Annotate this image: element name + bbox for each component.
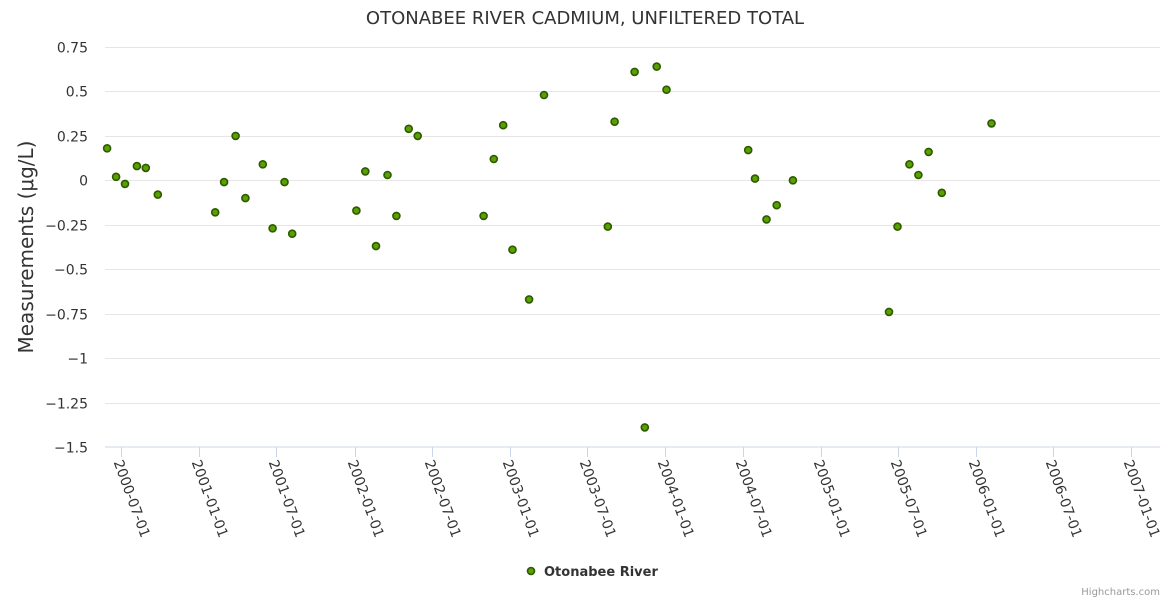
y-tick-label: 0.25: [57, 130, 88, 146]
x-tick-label: 2004-07-01: [732, 458, 775, 540]
data-point[interactable]: [219, 177, 229, 187]
x-tick-label: 2004-01-01: [654, 458, 697, 540]
data-point[interactable]: [392, 211, 401, 221]
x-tick-label: 2000-07-01: [110, 458, 153, 540]
data-point[interactable]: [132, 161, 142, 171]
y-tick-label: −1.25: [45, 397, 88, 413]
data-point[interactable]: [153, 190, 163, 199]
data-point[interactable]: [905, 160, 914, 169]
data-point[interactable]: [498, 120, 508, 130]
y-tick-label: −1: [67, 352, 88, 368]
data-point[interactable]: [102, 144, 112, 153]
data-point[interactable]: [111, 172, 121, 182]
grid-lines: [105, 47, 1160, 404]
data-point[interactable]: [508, 245, 517, 254]
data-point[interactable]: [788, 176, 798, 185]
data-point[interactable]: [360, 167, 370, 176]
y-tick-label: −0.75: [45, 308, 88, 324]
y-axis-ticks: 0.75 0.5 0.25 0 −0.25 −0.5 −0.75 −1 −1.25 −1.5: [45, 41, 88, 457]
data-point[interactable]: [489, 154, 499, 164]
data-point[interactable]: [603, 222, 613, 231]
series-otonabee-river[interactable]: [102, 62, 996, 432]
x-tick-label: 2001-07-01: [265, 458, 308, 540]
data-point[interactable]: [762, 215, 771, 224]
legend-marker: [526, 566, 536, 576]
y-tick-label: 0.5: [66, 85, 88, 101]
data-point[interactable]: [630, 67, 639, 77]
data-point[interactable]: [893, 222, 902, 231]
y-tick-label: −1.5: [54, 441, 88, 457]
data-point[interactable]: [404, 124, 414, 134]
data-point[interactable]: [280, 177, 289, 187]
data-point[interactable]: [662, 85, 671, 94]
data-point[interactable]: [241, 193, 250, 203]
data-point[interactable]: [914, 170, 923, 180]
x-tick-label: 2007-01-01: [1120, 458, 1163, 540]
data-point[interactable]: [141, 163, 151, 173]
data-point[interactable]: [640, 423, 650, 432]
data-point[interactable]: [120, 179, 130, 189]
data-point[interactable]: [884, 307, 894, 317]
y-tick-label: −0.5: [54, 263, 88, 279]
y-tick-label: −0.25: [45, 219, 88, 235]
data-point[interactable]: [231, 131, 240, 141]
x-tick-label: 2003-07-01: [576, 458, 619, 540]
data-point[interactable]: [352, 206, 361, 215]
x-axis-ticks: 2000-07-01 2001-01-01 2001-07-01 2002-01-01…: [110, 447, 1163, 540]
data-point[interactable]: [539, 90, 549, 100]
x-tick-label: 2002-01-01: [344, 458, 387, 540]
data-point[interactable]: [210, 208, 220, 217]
x-tick-label: 2006-07-01: [1042, 458, 1085, 540]
x-tick-label: 2002-07-01: [421, 458, 464, 540]
data-point[interactable]: [413, 131, 423, 141]
chart-title: OTONABEE RIVER CADMIUM, UNFILTERED TOTAL: [366, 8, 804, 29]
data-point[interactable]: [652, 62, 662, 71]
data-point[interactable]: [750, 174, 760, 183]
data-point[interactable]: [371, 241, 381, 251]
data-point[interactable]: [383, 170, 392, 180]
x-tick-label: 2003-01-01: [499, 458, 542, 540]
data-point[interactable]: [924, 147, 933, 157]
data-point[interactable]: [610, 117, 619, 126]
data-point[interactable]: [479, 211, 488, 221]
y-tick-label: 0: [79, 174, 88, 190]
x-tick-label: 2005-01-01: [810, 458, 853, 540]
data-point[interactable]: [743, 145, 753, 155]
data-point[interactable]: [524, 295, 534, 304]
data-point[interactable]: [287, 229, 297, 238]
x-tick-label: 2006-01-01: [965, 458, 1008, 540]
credits-link[interactable]: Highcharts.com: [1081, 587, 1160, 598]
y-tick-label: 0.75: [57, 41, 88, 57]
y-axis-label: Measurements (μg/L): [14, 141, 38, 354]
legend[interactable]: Otonabee River: [526, 565, 659, 580]
data-point[interactable]: [268, 224, 277, 233]
data-point[interactable]: [258, 160, 268, 169]
data-point[interactable]: [987, 119, 996, 128]
x-tick-label: 2005-07-01: [887, 458, 930, 540]
data-point[interactable]: [937, 188, 947, 198]
data-point[interactable]: [772, 200, 782, 210]
legend-item-label[interactable]: Otonabee River: [544, 565, 658, 580]
x-tick-label: 2001-01-01: [188, 458, 231, 540]
